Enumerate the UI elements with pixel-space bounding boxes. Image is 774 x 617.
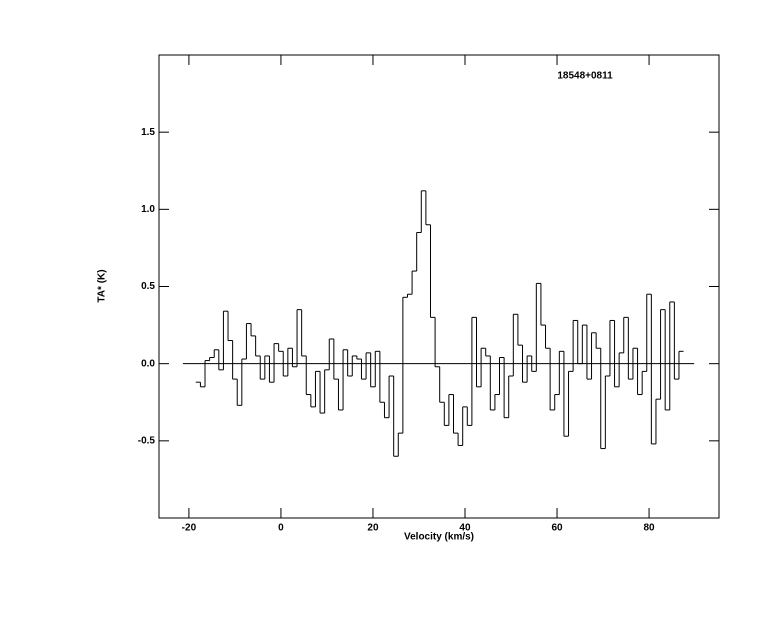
annotation: 18548+0811	[557, 71, 613, 82]
y-axis-label: TA* (K)	[97, 269, 108, 302]
y-tick-label: 0.0	[141, 358, 155, 369]
x-tick-label: 20	[367, 523, 379, 534]
y-tick-label: 1.5	[141, 127, 155, 138]
y-tick-label: 0.5	[141, 281, 155, 292]
y-tick-label: 1.0	[141, 204, 155, 215]
x-tick-label: 80	[643, 523, 655, 534]
x-axis-label: Velocity (km/s)	[404, 532, 474, 543]
x-tick-label: 0	[278, 523, 284, 534]
x-tick-label: 60	[551, 523, 563, 534]
plot-frame	[158, 54, 720, 519]
x-tick-label: -20	[182, 523, 197, 534]
y-tick-label: -0.5	[138, 435, 156, 446]
x-tick-label: 40	[459, 523, 471, 534]
